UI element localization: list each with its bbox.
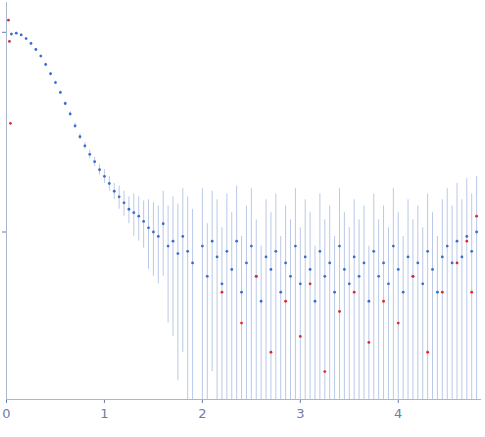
svg-text:3: 3 (296, 406, 304, 421)
svg-text:0: 0 (2, 406, 10, 421)
svg-text:2: 2 (198, 406, 206, 421)
svg-text:1: 1 (100, 406, 108, 421)
svg-text:4: 4 (394, 406, 402, 421)
